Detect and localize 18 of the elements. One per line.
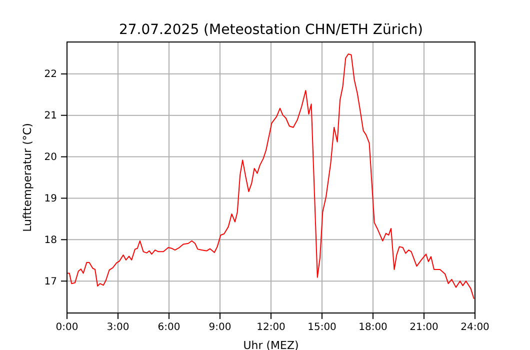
chart-title: 27.07.2025 (Meteostation CHN/ETH Zürich): [118, 22, 424, 38]
x-tick-label: 21:00: [410, 322, 438, 334]
y-tick-label: 21: [44, 110, 57, 122]
x-tick-label: 6:00: [158, 322, 180, 334]
x-tick-label: 12:00: [256, 322, 286, 334]
y-tick-label: 22: [44, 69, 57, 80]
line-series: [66, 54, 474, 300]
y-tick-label: 20: [44, 152, 57, 163]
x-tick-label: 15:00: [308, 322, 336, 334]
y-tick-label: 19: [44, 193, 57, 204]
x-tick-label: 9:00: [208, 322, 232, 334]
y-tick-label: 18: [44, 234, 57, 246]
y-tick-label: 17: [44, 276, 57, 288]
x-tick-label: 24:00: [460, 322, 490, 334]
x-tick-label: 18:00: [358, 322, 388, 334]
x-tick-label: 3:00: [106, 322, 130, 334]
x-tick-label: 0:00: [56, 322, 78, 334]
y-axis-title: Lufttemperatur (°C): [21, 123, 34, 232]
